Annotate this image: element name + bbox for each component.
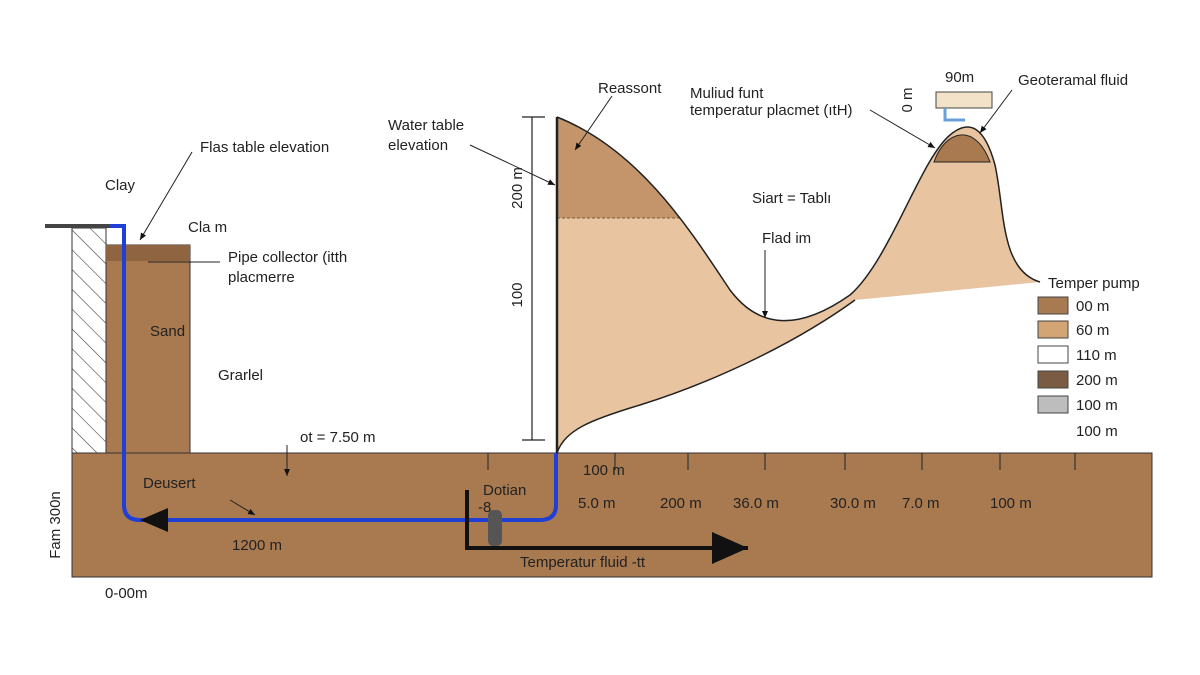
label: 0-00m [105,585,148,602]
scale-label: 7.0 m [902,495,940,512]
label: 1200 m [232,537,282,554]
label: 90m [945,69,974,86]
reservoir-light [557,117,1040,453]
legend-label: 100 m [1076,423,1118,440]
legend-swatch [1037,320,1069,339]
legend-swatch [1037,370,1069,389]
scale-label: 36.0 m [733,495,779,512]
reservoir-base [556,299,856,454]
legend-title: Temper pump [1048,275,1140,292]
scale-label: 100 m [990,495,1032,512]
legend-label: 200 m [1076,372,1118,389]
legend-label: 00 m [1076,298,1109,315]
terrain-outline [556,116,1041,322]
label: placmerre [228,269,295,286]
label: 100 [509,282,526,307]
legend-swatch [1037,345,1069,364]
label: Temperatur fluid -tt [520,554,646,571]
legend-label: 100 m [1076,397,1118,414]
label: ot = 7.50 m [300,429,375,446]
label: temperatur placmet (ıtH) [690,102,853,119]
label: Cla m [188,219,227,236]
hatched-wall [71,227,107,454]
label: Geoteramal fluid [1018,72,1128,89]
label: Water table [388,117,464,134]
drawing [45,89,1153,578]
leaders [139,89,1013,516]
legend-label: 60 m [1076,322,1109,339]
scale-label: 5.0 m [578,495,616,512]
dimension [522,116,545,441]
reservoir-dark [557,117,680,218]
sand-column [105,244,191,454]
label: Muliud funt [690,85,764,102]
valve [488,510,502,546]
label: Deusert [143,475,196,492]
scale-label: 200 m [660,495,702,512]
label: elevation [388,137,448,154]
legend [1037,296,1069,414]
label: 0 m [899,87,916,112]
label: 200 m [509,167,526,209]
label: -8 [478,499,491,516]
ground [71,452,1153,578]
label: Clay [105,177,136,194]
label: Fam 300n [47,491,64,559]
labels: Clay Flas table elevation Cla m Pipe col… [47,69,1140,602]
legend-swatch [1037,395,1069,414]
label: Flas table elevation [200,139,329,156]
fluid-arrow [465,490,748,564]
label: Dotian [483,482,526,499]
legend-label: 110 m [1076,347,1117,364]
label: Grarlel [218,367,263,384]
label: Pipe collector (itth [228,249,347,266]
clay-layer [106,245,190,261]
scale-label: 30.0 m [830,495,876,512]
label: Flad im [762,230,811,247]
label: Siart = Tablı [752,190,831,207]
legend-swatch [1037,296,1069,315]
pump-pipe [943,108,965,122]
pump-box [935,91,993,109]
label: Reassont [598,80,662,97]
geothermal-cap [933,134,991,163]
label: Sand [150,323,185,340]
scale-label: 100 m [583,462,625,479]
